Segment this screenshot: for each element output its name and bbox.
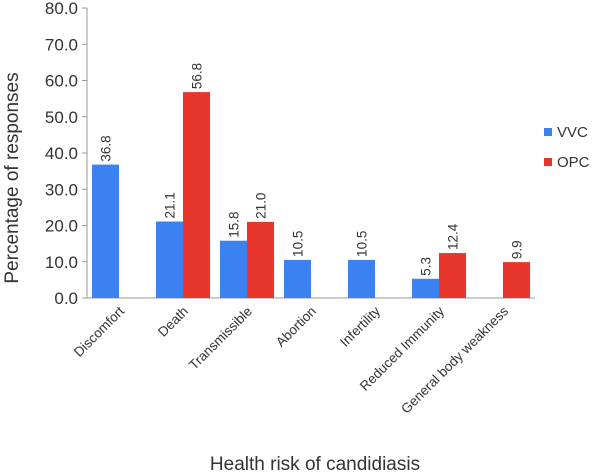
bar-opc-reduced-immunity — [439, 253, 466, 298]
category-label: Abortion — [273, 304, 319, 350]
category-label: General body weakness — [398, 303, 511, 416]
legend: VVC OPC — [544, 124, 590, 171]
y-axis: 0.0 10.0 20.0 30.0 40.0 50.0 60.0 70.0 80.0 — [45, 0, 88, 308]
data-label: 12.4 — [446, 223, 461, 250]
legend-label-opc: OPC — [557, 154, 590, 171]
category-label: Discomfort — [71, 303, 127, 359]
data-label: 10.5 — [355, 231, 370, 257]
bars — [92, 92, 530, 298]
bar-vvc-reduced-immunity — [412, 278, 439, 298]
y-axis-title: Percentage of responses — [2, 72, 23, 283]
y-tick-label: 0.0 — [54, 289, 78, 308]
y-tick-label: 70.0 — [45, 35, 78, 54]
bar-opc-death — [183, 92, 210, 298]
data-label: 21.0 — [254, 193, 269, 219]
y-tick-label: 50.0 — [45, 108, 78, 127]
legend-swatch-vvc — [544, 128, 552, 136]
data-label: 56.8 — [190, 63, 205, 89]
category-label: Infertility — [337, 303, 383, 349]
y-tick-label: 30.0 — [45, 180, 78, 199]
bar-vvc-death — [156, 221, 183, 298]
data-labels: 36.8 21.1 56.8 15.8 21.0 10.5 10.5 5.3 12.4 9.9 — [99, 63, 525, 276]
data-label: 21.1 — [163, 192, 178, 218]
category-label: Death — [155, 304, 191, 340]
data-label: 15.8 — [227, 211, 242, 237]
y-tick-label: 20.0 — [45, 217, 78, 236]
bar-vvc-abortion — [284, 259, 311, 298]
data-label: 36.8 — [99, 135, 114, 161]
y-tick-label: 40.0 — [45, 144, 78, 163]
bar-vvc-infertility — [348, 259, 375, 298]
data-label: 5.3 — [419, 257, 434, 276]
data-label: 10.5 — [291, 231, 306, 257]
y-tick-label: 10.0 — [45, 253, 78, 272]
y-tick-label: 60.0 — [45, 72, 78, 91]
bar-opc-general-body-weakness — [503, 262, 530, 298]
y-tick-label: 80.0 — [45, 0, 78, 18]
legend-label-vvc: VVC — [557, 124, 588, 141]
data-label: 9.9 — [510, 240, 525, 259]
bar-vvc-discomfort — [92, 164, 119, 298]
x-axis-title: Health risk of candidiasis — [210, 454, 420, 475]
category-label: Transmissible — [186, 304, 255, 373]
bar-vvc-transmissible — [220, 240, 247, 298]
bar-opc-transmissible — [247, 221, 274, 298]
legend-swatch-opc — [544, 158, 552, 166]
